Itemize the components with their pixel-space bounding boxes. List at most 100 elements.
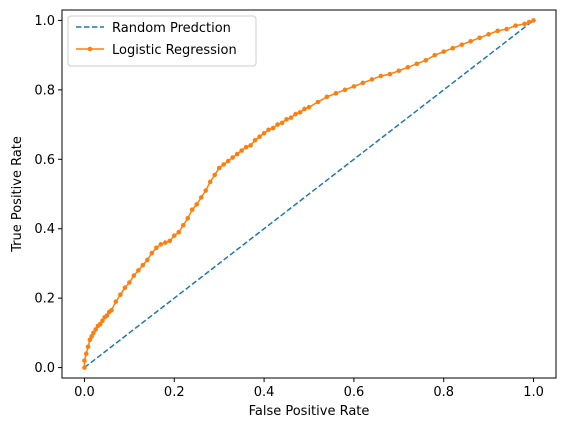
legend-marker-logistic-regression (87, 46, 93, 52)
series-point (378, 73, 384, 79)
series-point (198, 195, 204, 200)
series-point (136, 268, 141, 273)
series-point (324, 94, 330, 100)
series-point (180, 222, 186, 228)
series-point (302, 106, 307, 112)
y-tick-label: 0.6 (34, 153, 55, 168)
series-layer (82, 18, 536, 370)
series-point (230, 155, 235, 160)
legend-box (67, 15, 257, 67)
series-point (149, 250, 155, 256)
x-tick-label: 0.2 (164, 385, 185, 400)
legend: Random Predction Logistic Regression (67, 15, 257, 67)
series-point (297, 110, 303, 115)
series-point (216, 165, 222, 171)
series-point (423, 58, 429, 63)
y-tick-label: 0.8 (34, 83, 55, 98)
series-point (252, 137, 258, 143)
series-point (531, 18, 536, 23)
series-point (158, 242, 164, 247)
series-point (306, 104, 312, 110)
series-point (189, 207, 195, 212)
series-point (140, 262, 146, 268)
series-point (504, 26, 509, 32)
series-point (257, 134, 262, 140)
series-point (234, 151, 240, 157)
series-point (113, 299, 119, 304)
x-axis-ticks: 0.0 0.2 0.4 0.6 0.8 1.0 (74, 378, 544, 400)
series-point (360, 80, 366, 86)
series-point (212, 172, 217, 178)
series-point (342, 87, 348, 93)
series-point (221, 162, 226, 167)
series-point (387, 71, 393, 77)
series-point (176, 229, 182, 235)
series-point (91, 330, 96, 336)
series-point (167, 238, 173, 244)
series-point (109, 308, 114, 313)
series-point (131, 273, 137, 278)
series-point (239, 148, 244, 153)
series-point (333, 91, 339, 96)
series-point (104, 313, 110, 318)
series-point (185, 216, 191, 221)
x-tick-label: 0.0 (74, 385, 95, 400)
series-point (414, 61, 420, 67)
series-point (279, 120, 285, 126)
series-point (87, 337, 93, 343)
series-point (89, 334, 94, 339)
series-point (93, 327, 98, 332)
y-tick-label: 0.4 (34, 222, 55, 237)
series-point (203, 188, 209, 193)
series-point (477, 35, 482, 41)
x-tick-label: 0.4 (254, 385, 275, 400)
x-tick-label: 1.0 (523, 385, 544, 400)
series-point (154, 245, 159, 251)
series-point (270, 125, 276, 131)
series-point (288, 115, 294, 120)
x-tick-label: 0.8 (433, 385, 454, 400)
axes-frame (61, 9, 557, 379)
series-point (171, 233, 177, 238)
series-point (127, 280, 132, 285)
series-point (432, 52, 438, 58)
series-point (522, 21, 527, 27)
series-point (243, 144, 249, 150)
x-tick-label: 0.6 (344, 385, 365, 400)
series-point (122, 285, 128, 291)
series-point (162, 240, 168, 245)
series-point (85, 344, 91, 350)
y-axis-label: True Positive Rate (10, 136, 25, 253)
y-tick-label: 0.0 (34, 361, 55, 376)
series-point (369, 77, 375, 82)
series-point (284, 117, 289, 122)
series-point (396, 68, 402, 74)
series-point (266, 127, 271, 133)
series-point (441, 49, 447, 54)
series-point (118, 292, 123, 297)
series-point (225, 158, 231, 164)
x-axis-label: False Positive Rate (249, 404, 370, 419)
series-point (486, 32, 491, 37)
series-point (207, 179, 213, 185)
series-point (351, 84, 357, 89)
series-point (248, 143, 253, 148)
series-point (145, 257, 150, 263)
series-point (82, 365, 87, 370)
series-point (315, 99, 321, 105)
series-point (82, 358, 87, 363)
y-tick-label: 0.2 (34, 292, 55, 307)
series-point (194, 202, 200, 207)
series-point (100, 318, 105, 324)
legend-label-random-predction: Random Predction (112, 21, 231, 36)
series-point (450, 45, 456, 51)
series-point (513, 23, 518, 28)
series-point (468, 38, 473, 44)
series-point (405, 64, 411, 70)
series-point (293, 111, 298, 117)
series-point (97, 321, 103, 327)
series-point (459, 42, 464, 48)
series-point (275, 122, 280, 127)
series-line-0 (83, 19, 535, 369)
